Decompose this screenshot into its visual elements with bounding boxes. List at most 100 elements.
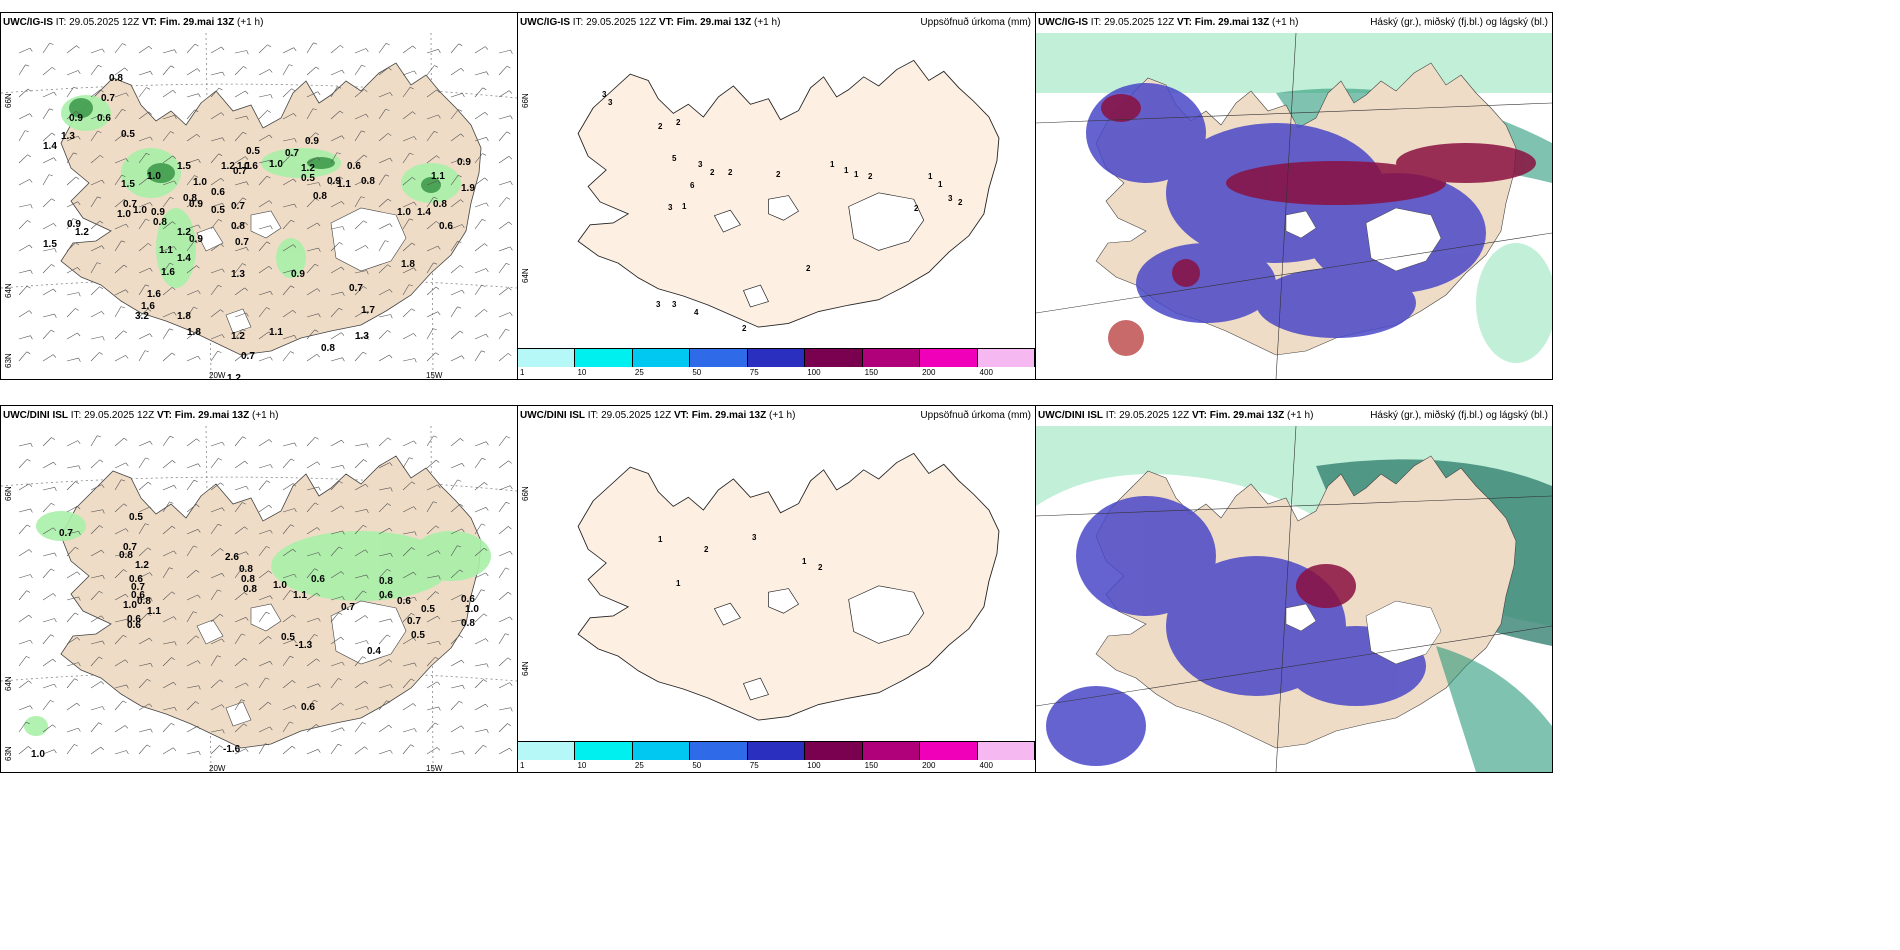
wind-barb: [354, 154, 365, 164]
colorbar-label: 150: [864, 761, 879, 770]
wind-barb-flag: [217, 655, 222, 658]
wind-value-label: 1.6: [147, 289, 161, 300]
wind-barb-flag: [338, 612, 343, 615]
wind-barb: [18, 680, 29, 689]
wind-barb: [234, 247, 247, 252]
wind-barb: [282, 508, 295, 513]
wind-barb-flag: [316, 288, 321, 292]
wind-barb-flag: [54, 618, 57, 623]
wind-barb-flag: [486, 663, 489, 668]
precip-value-label: 3: [602, 90, 607, 99]
wind-barb-flag: [101, 311, 105, 315]
wind-barb: [450, 68, 462, 76]
wind-value-label: 1.0: [31, 749, 45, 760]
wind-barb: [186, 159, 199, 164]
wind-barb-flag: [217, 589, 222, 592]
wind-barb: [162, 747, 174, 755]
wind-barb: [282, 639, 295, 645]
wind-barb: [90, 89, 101, 98]
wind-barb-flag: [337, 86, 342, 89]
wind-barb: [186, 224, 199, 230]
wind-barb: [186, 68, 198, 76]
wind-barb: [474, 153, 483, 164]
wind-barb-flag: [124, 725, 129, 729]
wind-barb: [426, 180, 439, 186]
wind-barb: [498, 436, 507, 447]
wind-barb-flag: [316, 354, 321, 358]
wind-barb: [378, 133, 389, 142]
wind-barb: [498, 246, 511, 252]
wind-barb-flag: [198, 685, 201, 690]
wind-barb-flag: [294, 138, 297, 143]
wind-barb-flag: [270, 529, 273, 534]
wind-barb: [90, 114, 103, 120]
wind-barb-flag: [484, 309, 488, 313]
wind-value-label: 1.4: [177, 253, 191, 264]
wind-barb: [90, 746, 101, 755]
wind-barb: [138, 333, 150, 340]
wind-barb: [162, 287, 173, 296]
wind-barb-flag: [316, 592, 320, 597]
wind-barb-flag: [293, 178, 297, 183]
wind-barb: [378, 198, 389, 208]
wind-barb: [234, 131, 244, 142]
wind-barb-flag: [28, 746, 32, 750]
precip-value-label: 2: [658, 122, 663, 131]
wind-barb: [42, 461, 54, 469]
wind-barb: [162, 460, 173, 469]
cloud-panel-igis: UWC/IG-IS IT: 29.05.2025 12Z VT: Fim. 29…: [1035, 12, 1553, 380]
wind-barb-flag: [433, 435, 438, 438]
wind-barb: [138, 744, 148, 755]
wind-barb: [282, 310, 294, 318]
wind-barb: [282, 680, 293, 689]
wind-barb-flag: [338, 546, 343, 550]
wind-barb-flag: [149, 333, 153, 338]
wind-barb-flag: [269, 595, 273, 600]
wind-barb-flag: [294, 442, 297, 447]
wind-barb-flag: [410, 744, 415, 747]
wind-barb: [18, 64, 26, 76]
wind-value-label: 0.7: [101, 93, 115, 104]
wind-barb-flag: [121, 479, 126, 482]
wind-barb: [498, 115, 511, 120]
wind-barb: [162, 131, 171, 142]
precip-value-label: 6: [690, 181, 695, 190]
wind-barb: [186, 751, 199, 755]
wind-barb: [258, 529, 271, 535]
wind-barb-flag: [243, 657, 248, 661]
wind-barb: [402, 70, 415, 76]
precip-value-label: 3: [752, 533, 757, 542]
wind-barb: [234, 460, 245, 469]
wind-barb-flag: [362, 656, 367, 659]
wind-value-label: 0.5: [121, 129, 135, 140]
wind-barb: [426, 221, 437, 230]
wind-barb: [234, 197, 243, 208]
wind-barb-flag: [267, 701, 272, 705]
wind-barb: [474, 202, 487, 208]
wind-barb-flag: [437, 616, 441, 620]
wind-value-label: 0.5: [211, 205, 225, 216]
wind-barb-flag: [99, 525, 103, 528]
wind-value-label: 1.1: [159, 245, 173, 256]
wind-barb-flag: [125, 462, 129, 467]
wind-barb: [330, 571, 342, 579]
axis-lat-64: 64N: [4, 676, 13, 691]
wind-barb-flag: [413, 201, 417, 206]
wind-barb-flag: [74, 678, 79, 681]
wind-barb-flag: [241, 699, 246, 702]
wind-barb: [18, 204, 31, 208]
wind-barb: [114, 503, 125, 513]
wind-value-label: 1.0: [273, 580, 287, 591]
wind-barb: [258, 266, 270, 274]
wind-barb-flag: [481, 589, 486, 592]
wind-barb-flag: [172, 221, 176, 225]
wind-barb-flag: [125, 594, 129, 598]
wind-barb: [18, 443, 31, 447]
wind-barb: [186, 265, 197, 274]
wind-barb: [282, 442, 295, 447]
wind-barb: [306, 683, 319, 689]
wind-barb: [42, 108, 50, 120]
wind-barb: [42, 198, 52, 208]
wind-barb-flag: [53, 157, 57, 162]
precip-value-label: 3: [948, 194, 953, 203]
